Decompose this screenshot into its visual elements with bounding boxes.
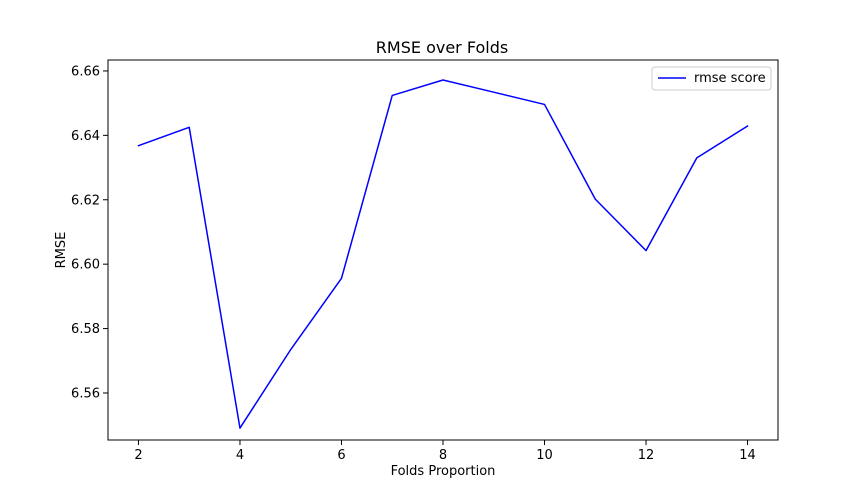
legend-box	[651, 66, 772, 91]
legend-label: rmse score	[694, 71, 766, 86]
x-axis-label: Folds Proportion	[391, 464, 496, 479]
x-tick-label: 10	[536, 448, 553, 463]
y-tick-label: 6.56	[71, 386, 100, 401]
y-tick-label: 6.62	[71, 193, 100, 208]
series-line-rmse-score	[137, 79, 749, 429]
y-tick-label: 6.58	[71, 322, 100, 337]
plot-frame	[107, 59, 779, 441]
x-tick-label: 4	[236, 448, 244, 463]
x-tick-label: 6	[337, 448, 345, 463]
x-tick-label: 8	[439, 448, 447, 463]
legend: rmse score	[651, 66, 772, 91]
y-tick-label: 6.66	[71, 64, 100, 79]
y-tick-label: 6.60	[71, 258, 100, 273]
x-axis-ticks: 2 4 6 8 10 12 14	[134, 440, 756, 463]
y-axis-ticks: 6.56 6.58 6.60 6.62 6.64 6.66	[71, 64, 108, 401]
x-tick-label: 14	[739, 448, 756, 463]
y-tick-label: 6.64	[71, 129, 100, 144]
x-tick-label: 2	[134, 448, 142, 463]
chart-title: RMSE over Folds	[376, 38, 508, 57]
y-axis-label: RMSE	[54, 232, 69, 269]
x-tick-label: 12	[638, 448, 655, 463]
plot-area	[108, 60, 778, 440]
